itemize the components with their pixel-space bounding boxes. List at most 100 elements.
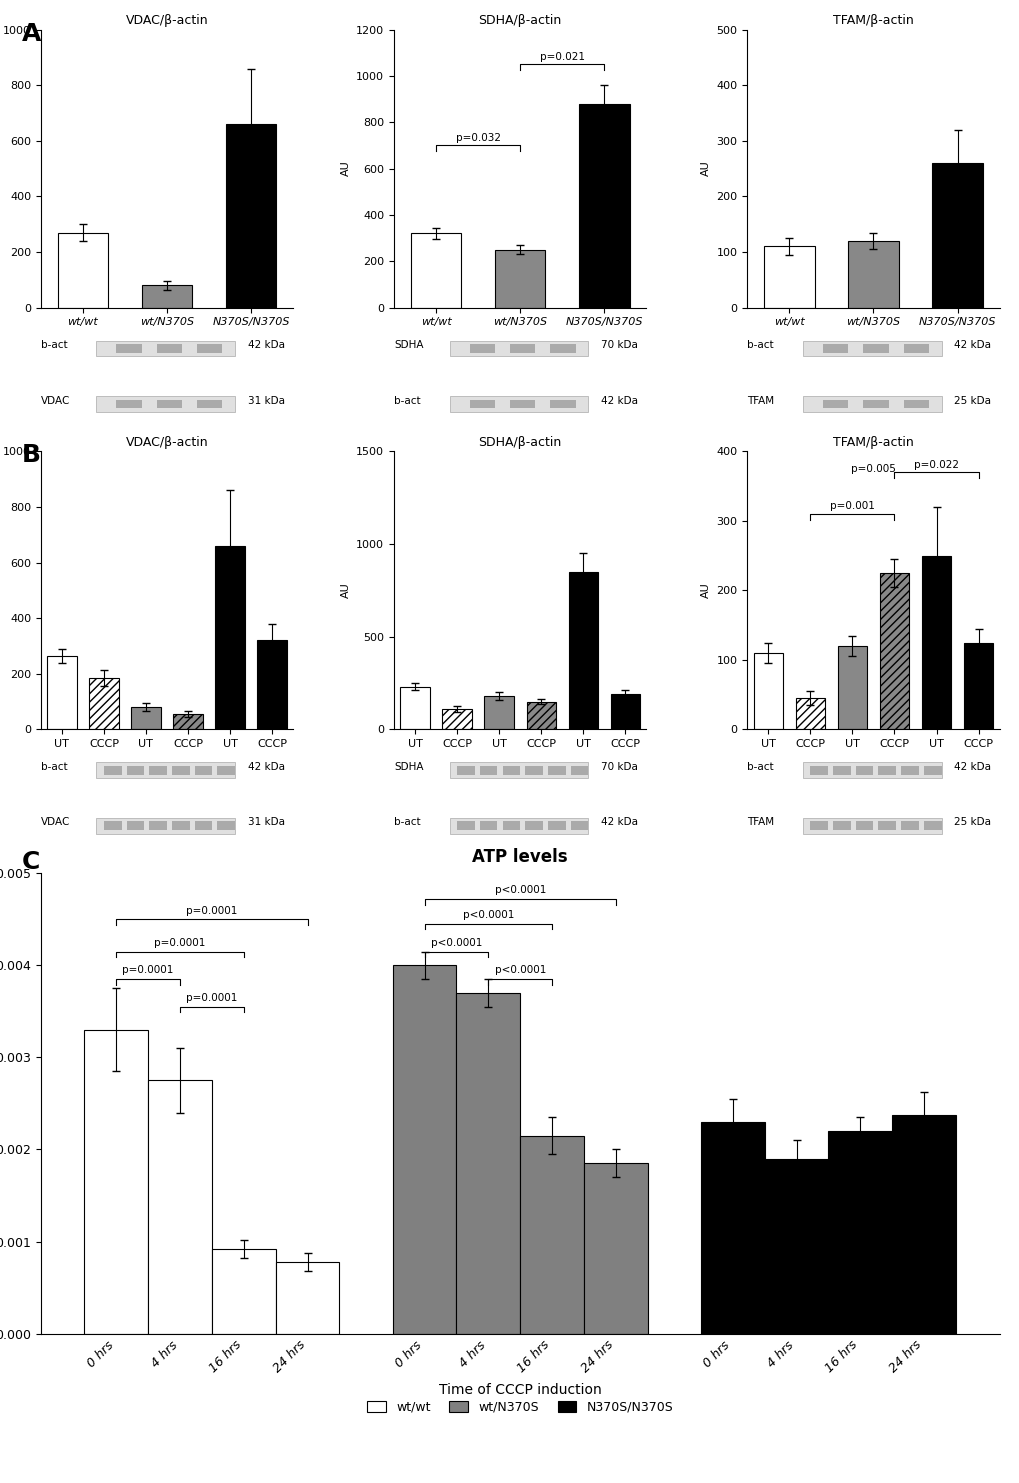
Text: 70 kDa: 70 kDa — [600, 762, 637, 771]
Bar — [455, 994, 520, 1333]
Bar — [822, 399, 848, 408]
Bar — [47, 655, 76, 730]
Text: 42 kDa: 42 kDa — [248, 762, 284, 771]
Bar — [753, 653, 783, 730]
Bar — [148, 1081, 212, 1333]
Text: p=0.0001: p=0.0001 — [186, 906, 237, 915]
Bar — [116, 344, 142, 353]
Bar — [215, 546, 245, 730]
Text: b-act: b-act — [41, 340, 67, 350]
Text: 42 kDa: 42 kDa — [953, 340, 990, 350]
Text: b-act: b-act — [393, 396, 420, 406]
Bar — [197, 399, 222, 408]
Y-axis label: AU: AU — [700, 160, 710, 176]
Bar — [802, 341, 941, 356]
Text: p<0.0001: p<0.0001 — [430, 937, 482, 948]
Bar — [142, 285, 192, 307]
Bar — [610, 694, 640, 730]
Bar — [149, 765, 167, 774]
Bar — [879, 572, 908, 730]
Bar — [479, 765, 497, 774]
Bar — [149, 822, 167, 830]
Bar — [104, 765, 121, 774]
Text: 42 kDa: 42 kDa — [953, 762, 990, 771]
Text: b-act: b-act — [747, 340, 773, 350]
Bar — [862, 399, 888, 408]
Bar — [802, 819, 941, 833]
Title: SDHA/β-actin: SDHA/β-actin — [478, 15, 561, 27]
Text: b-act: b-act — [41, 762, 67, 771]
Legend: wt/wt, wt/N370S, N370S/N370S: wt/wt, wt/N370S, N370S/N370S — [362, 1396, 678, 1419]
Text: 42 kDa: 42 kDa — [600, 396, 637, 406]
Bar — [457, 822, 474, 830]
Bar — [526, 701, 555, 730]
Bar — [195, 765, 212, 774]
Bar — [903, 399, 928, 408]
Text: TFAM: TFAM — [747, 817, 773, 828]
Bar — [411, 233, 461, 307]
Title: VDAC/β-actin: VDAC/β-actin — [125, 15, 208, 27]
Bar — [104, 822, 121, 830]
Bar — [877, 822, 896, 830]
Bar — [877, 765, 896, 774]
Bar — [833, 765, 850, 774]
Bar — [892, 1115, 955, 1333]
Bar — [822, 344, 848, 353]
Text: p=0.021: p=0.021 — [539, 52, 584, 62]
Text: 25 kDa: 25 kDa — [953, 396, 990, 406]
Text: B: B — [21, 443, 41, 467]
Bar — [116, 399, 142, 408]
Bar — [484, 696, 514, 730]
Bar — [57, 233, 108, 307]
Bar — [470, 344, 494, 353]
Text: 31 kDa: 31 kDa — [248, 396, 284, 406]
Text: p=0.005: p=0.005 — [850, 464, 895, 473]
Text: p=0.0001: p=0.0001 — [122, 965, 173, 976]
Bar — [903, 344, 928, 353]
Bar — [442, 709, 472, 730]
Bar — [275, 1262, 339, 1333]
Bar — [96, 819, 234, 833]
Bar — [217, 765, 234, 774]
Bar — [763, 246, 814, 307]
Bar — [470, 399, 494, 408]
Text: 31 kDa: 31 kDa — [248, 817, 284, 828]
Bar — [449, 819, 588, 833]
Bar — [931, 163, 982, 307]
Bar — [126, 765, 144, 774]
Text: p=0.032: p=0.032 — [455, 132, 500, 142]
Text: b-act: b-act — [747, 762, 773, 771]
Bar — [172, 822, 190, 830]
Bar — [923, 822, 941, 830]
Bar — [85, 1029, 148, 1333]
Text: SDHA: SDHA — [393, 340, 423, 350]
Bar — [809, 822, 827, 830]
Bar — [195, 822, 212, 830]
Bar — [157, 399, 182, 408]
Text: 70 kDa: 70 kDa — [600, 340, 637, 350]
Title: ATP levels: ATP levels — [472, 848, 568, 866]
Bar — [392, 965, 455, 1333]
Text: SDHA: SDHA — [393, 762, 423, 771]
Title: VDAC/β-actin: VDAC/β-actin — [125, 436, 208, 449]
Bar — [584, 1163, 647, 1333]
Bar — [157, 344, 182, 353]
Bar — [901, 822, 918, 830]
X-axis label: Time of CCCP induction: Time of CCCP induction — [438, 1382, 601, 1397]
Title: TFAM/β-actin: TFAM/β-actin — [833, 436, 913, 449]
Text: 42 kDa: 42 kDa — [248, 340, 284, 350]
Text: p<0.0001: p<0.0001 — [494, 885, 545, 896]
Text: p<0.0001: p<0.0001 — [494, 965, 545, 976]
Text: VDAC: VDAC — [41, 817, 70, 828]
Text: p=0.022: p=0.022 — [913, 460, 958, 470]
Bar — [525, 822, 542, 830]
Text: p=0.001: p=0.001 — [829, 501, 874, 512]
Text: TFAM: TFAM — [747, 396, 773, 406]
Bar — [502, 822, 520, 830]
Text: p=0.0001: p=0.0001 — [186, 994, 237, 1003]
Bar — [510, 399, 535, 408]
Bar — [833, 822, 850, 830]
Bar — [126, 822, 144, 830]
Y-axis label: AU: AU — [340, 583, 351, 598]
Bar — [217, 822, 234, 830]
